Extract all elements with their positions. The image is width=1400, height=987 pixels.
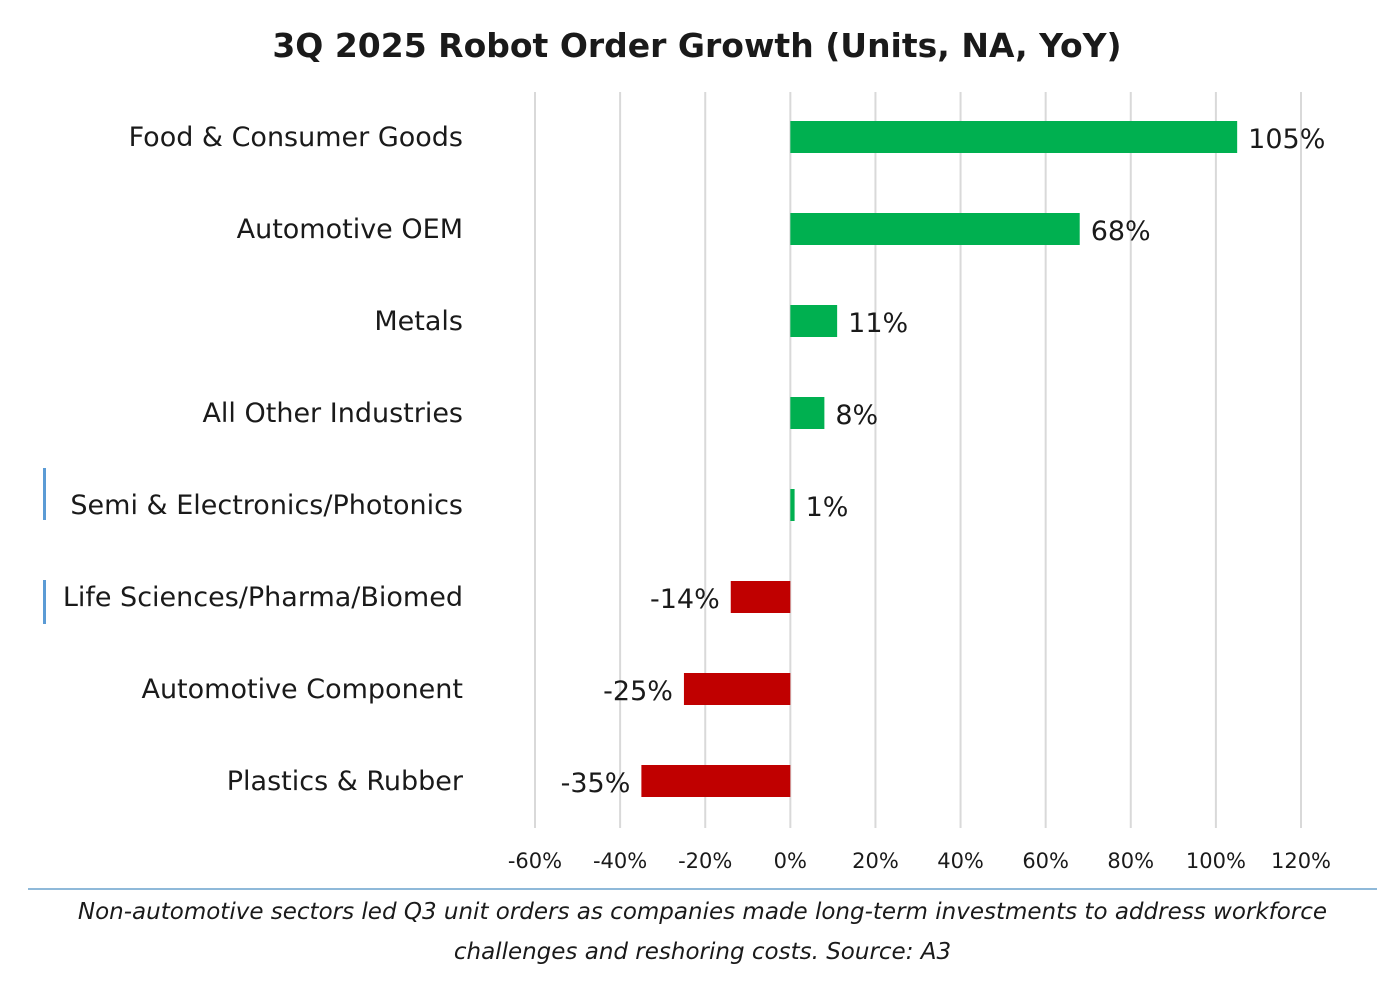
x-tick-label: 20%	[852, 849, 899, 873]
x-tick-label: 40%	[937, 849, 984, 873]
category-label: Automotive OEM	[237, 214, 463, 245]
x-tick-label: -40%	[593, 849, 647, 873]
chart-area: 3Q 2025 Robot Order Growth (Units, NA, Y…	[43, 26, 1331, 873]
bar	[790, 213, 1080, 245]
category-label: Metals	[374, 306, 463, 337]
category-label: All Other Industries	[202, 398, 463, 429]
bar	[641, 765, 791, 797]
figure-caption: Non-automotive sectors led Q3 unit order…	[28, 888, 1377, 972]
x-axis-tick-labels: -60% -40% -20% 0% 20% 40% 60% 80% 100% 120%	[508, 849, 1331, 873]
bar	[790, 305, 838, 337]
category-label: Plastics & Rubber	[227, 766, 464, 797]
data-label: -25%	[603, 676, 673, 707]
bar	[790, 121, 1238, 153]
data-label: 11%	[848, 308, 908, 339]
bar-chart: 3Q 2025 Robot Order Growth (Units, NA, Y…	[63, 26, 1331, 873]
data-label: 105%	[1248, 124, 1325, 155]
value-labels: 105% 68% 11% 8% 1% -14% -25% -35%	[561, 124, 1326, 799]
chart-title: 3Q 2025 Robot Order Growth (Units, NA, Y…	[272, 26, 1121, 65]
category-label: Semi & Electronics/Photonics	[70, 490, 463, 521]
category-label: Automotive Component	[141, 674, 463, 705]
bar	[683, 673, 791, 705]
x-tick-label: 60%	[1022, 849, 1069, 873]
edge-marker	[43, 580, 46, 624]
bar	[790, 489, 795, 521]
data-label: -14%	[650, 584, 720, 615]
bar	[730, 581, 791, 613]
data-label: 68%	[1091, 216, 1151, 247]
category-labels: Food & Consumer Goods Automotive OEM Metal…	[63, 122, 464, 797]
x-tick-label: 120%	[1271, 849, 1331, 873]
x-tick-label: 80%	[1107, 849, 1154, 873]
x-tick-label: 0%	[774, 849, 807, 873]
data-label: -35%	[561, 768, 631, 799]
data-label: 1%	[806, 492, 849, 523]
x-tick-label: -20%	[678, 849, 732, 873]
category-label: Food & Consumer Goods	[129, 122, 463, 153]
bar	[790, 397, 825, 429]
category-label: Life Sciences/Pharma/Biomed	[63, 582, 463, 613]
gridlines	[534, 92, 1302, 828]
x-tick-label: 100%	[1186, 849, 1246, 873]
bars	[641, 121, 1238, 797]
x-tick-label: -60%	[508, 849, 562, 873]
edge-marker	[43, 468, 46, 520]
data-label: 8%	[835, 400, 878, 431]
